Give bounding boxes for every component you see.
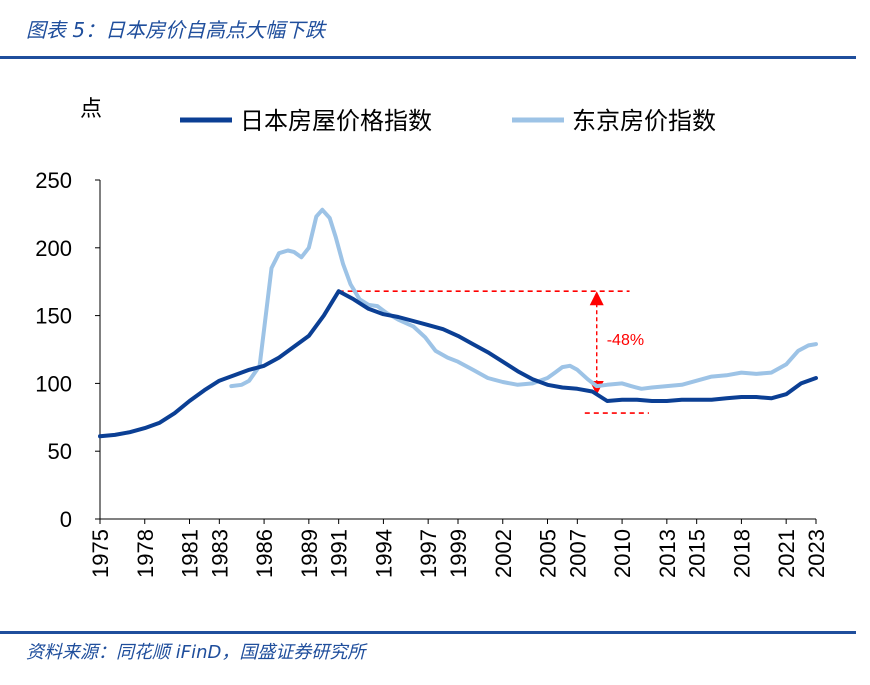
chart-legend: 日本房屋价格指数 东京房价指数 [180, 108, 716, 135]
x-tick-label: 1975 [88, 529, 113, 578]
x-tick-label: 1994 [371, 529, 396, 578]
chart-series [98, 207, 818, 439]
y-tick-label: 50 [48, 439, 72, 464]
y-tick-label: 0 [60, 507, 72, 532]
x-tick-label: 2015 [685, 529, 710, 578]
legend-label: 日本房屋价格指数 [240, 108, 432, 135]
x-tick-label: 2018 [729, 529, 754, 578]
x-tick-label: 1999 [446, 529, 471, 578]
top-rule [0, 56, 856, 59]
figure-title: 图表 5：日本房价自高点大幅下跌 [26, 18, 326, 42]
source-note: 资料来源：同花顺 iFinD，国盛证券研究所 [26, 642, 366, 663]
x-tick-label: 2021 [774, 529, 799, 578]
series-line [98, 289, 818, 439]
x-tick-label: 1978 [133, 529, 158, 578]
x-tick-label: 1997 [416, 529, 441, 578]
x-tick-label: 1989 [297, 529, 322, 578]
y-axis-label: 点 [80, 96, 102, 121]
x-tick-label: 1983 [207, 529, 232, 578]
x-tick-label: 2005 [536, 529, 561, 578]
drop-arrow-head-up [589, 291, 604, 306]
x-tick-label: 2002 [491, 529, 516, 578]
bottom-rule [0, 631, 856, 634]
x-tick-label: 2013 [655, 529, 680, 578]
x-tick-label: 1981 [178, 529, 203, 578]
chart-annotation: -48% [338, 290, 649, 414]
x-tick-label: 1991 [327, 529, 352, 578]
x-tick-label: 2007 [565, 529, 590, 578]
y-tick-label: 100 [35, 371, 72, 396]
legend-label: 东京房价指数 [572, 108, 716, 135]
y-tick-label: 200 [35, 236, 72, 261]
y-tick-label: 150 [35, 304, 72, 329]
x-tick-label: 2010 [610, 529, 635, 578]
y-tick-label: 250 [35, 168, 72, 193]
x-tick-label: 2023 [804, 529, 829, 578]
drop-percent-label: -48% [607, 332, 644, 349]
series-line [229, 207, 818, 391]
x-tick-label: 1986 [252, 529, 277, 578]
